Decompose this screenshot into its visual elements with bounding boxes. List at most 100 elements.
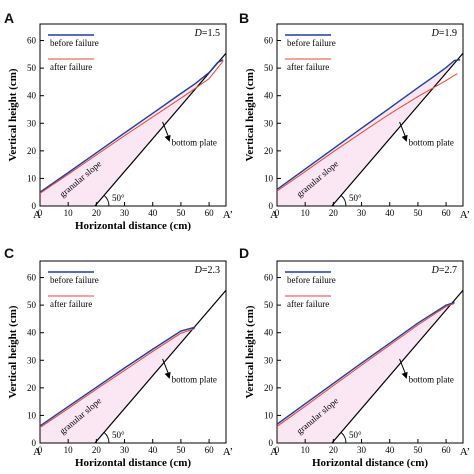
series-before-failure	[39, 326, 196, 427]
x-tick-label: 50	[413, 208, 423, 218]
y-tick-label: 20	[27, 146, 37, 156]
angle-label: 50°	[349, 193, 362, 203]
x-tick-label: 60	[442, 208, 452, 218]
y-tick-label: 10	[27, 173, 37, 183]
angle-arc	[103, 195, 110, 207]
angle-label: 50°	[112, 430, 125, 440]
x-tick-label: 20	[92, 445, 102, 455]
point-a-prime-label: A’	[460, 209, 470, 221]
y-axis-title: Vertical height (cm)	[7, 305, 19, 398]
series-after-failure	[39, 60, 224, 194]
angle-label: 50°	[349, 430, 362, 440]
y-tick-label: 30	[27, 355, 37, 365]
y-tick-label: 50	[264, 63, 274, 73]
chart-panel-c: C 0 10 20 30 40 50 60 0 10 20 30 40 50 60 A A’ Horizonta…	[0, 237, 237, 474]
x-axis-title: Horizontal distance (cm)	[75, 457, 191, 469]
y-tick-label: 60	[264, 273, 274, 283]
bottom-plate-label: bottom plate	[409, 137, 454, 147]
point-a-label: A	[33, 209, 41, 221]
legend-label-after: after failure	[287, 62, 329, 72]
bottom-plate-arrowhead	[164, 371, 171, 379]
bottom-plate-label: bottom plate	[172, 137, 217, 147]
x-tick-label: 50	[176, 208, 186, 218]
x-tick-label: 0	[38, 208, 43, 218]
x-tick-label: 10	[301, 208, 311, 218]
plot-frame	[276, 23, 464, 207]
x-tick-label: 60	[442, 445, 452, 455]
fractal-dimension-label: D=1.9	[431, 28, 457, 39]
bottom-plate-label: bottom plate	[172, 374, 217, 384]
series-before-failure	[276, 301, 455, 425]
point-a-prime-label: A’	[223, 446, 233, 458]
chart-panel-b: B 0 10 20 30 40 50 60 0 10 20 30 40 50 60 A A’ Vertical …	[237, 0, 474, 237]
legend-label-before: before failure	[50, 38, 99, 48]
x-tick-label: 30	[357, 445, 367, 455]
series-before-failure	[39, 59, 224, 193]
chart-panel-a: A 0 10 20 30 40 50 60 0 10 20 30 40 50 60 A A’ Horizonta…	[0, 0, 237, 237]
y-axis-title: Vertical height (cm)	[7, 68, 19, 161]
y-tick-label: 50	[27, 63, 37, 73]
x-tick-label: 20	[329, 445, 339, 455]
x-tick-label: 0	[275, 445, 280, 455]
y-axis-title: Vertical height (cm)	[244, 305, 256, 398]
y-tick-label: 10	[264, 173, 274, 183]
panel-letter: A	[4, 10, 15, 26]
bottom-plate-line	[331, 289, 464, 444]
plot-frame	[39, 23, 227, 207]
x-tick-label: 10	[64, 208, 74, 218]
x-axis-title: Horizontal distance (cm)	[75, 220, 191, 232]
y-tick-label: 30	[264, 118, 274, 128]
y-tick-label: 0	[269, 438, 274, 448]
legend-label-after: after failure	[287, 299, 329, 309]
x-axis-title: Horizontal distance (cm)	[312, 457, 428, 469]
bottom-plate-line	[94, 52, 227, 207]
angle-arc	[340, 432, 347, 444]
x-tick-label: 40	[385, 208, 395, 218]
point-a-label: A	[33, 446, 41, 458]
y-tick-label: 50	[27, 300, 37, 310]
chart-svg: 0 10 20 30 40 50 60 0 10 20 30 40 50 60 A A’ Horizontal …	[7, 23, 233, 232]
bottom-plate-arrowhead	[164, 134, 171, 142]
point-a-prime-label: A’	[460, 446, 470, 458]
y-tick-label: 0	[269, 201, 274, 211]
x-tick-label: 20	[329, 208, 339, 218]
x-tick-label: 50	[176, 445, 186, 455]
x-tick-label: 40	[148, 445, 158, 455]
point-a-label: A	[270, 446, 278, 458]
x-tick-label: 60	[205, 208, 215, 218]
y-tick-label: 0	[32, 201, 37, 211]
chart-svg: 0 10 20 30 40 50 60 0 10 20 30 40 50 60 A A’ Horizontal …	[7, 260, 233, 469]
panel-letter: D	[239, 245, 250, 261]
bottom-plate-line	[94, 289, 227, 444]
x-tick-label: 30	[120, 445, 130, 455]
y-tick-label: 30	[264, 355, 274, 365]
legend-label-after: after failure	[50, 299, 92, 309]
panel-letter: C	[4, 245, 15, 261]
y-tick-label: 20	[27, 383, 37, 393]
y-tick-label: 60	[264, 36, 274, 46]
legend-label-after: after failure	[50, 62, 92, 72]
chart-svg: 0 10 20 30 40 50 60 0 10 20 30 40 50 60 A A’ Vertical he…	[244, 23, 470, 221]
x-tick-label: 40	[385, 445, 395, 455]
y-axis-title: Vertical height (cm)	[244, 68, 256, 161]
point-a-prime-label: A’	[223, 209, 233, 221]
y-tick-label: 20	[264, 146, 274, 156]
granular-fill	[277, 56, 461, 207]
x-tick-label: 10	[64, 445, 74, 455]
legend-label-before: before failure	[50, 275, 99, 285]
x-tick-label: 30	[120, 208, 130, 218]
y-tick-label: 60	[27, 273, 37, 283]
point-a-label: A	[270, 209, 278, 221]
granular-fill	[277, 300, 455, 443]
x-tick-label: 20	[92, 208, 102, 218]
y-tick-label: 0	[32, 438, 37, 448]
granular-fill	[40, 326, 195, 443]
plot-frame	[276, 260, 464, 444]
legend-label-before: before failure	[287, 38, 336, 48]
series-after-failure	[276, 73, 458, 192]
bottom-plate-arrowhead	[401, 371, 408, 379]
y-tick-label: 40	[264, 328, 274, 338]
y-tick-label: 60	[27, 36, 37, 46]
angle-arc	[340, 195, 347, 207]
y-tick-label: 40	[27, 328, 37, 338]
